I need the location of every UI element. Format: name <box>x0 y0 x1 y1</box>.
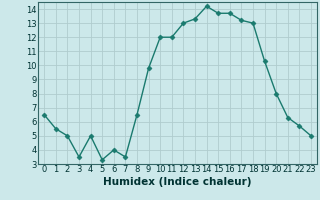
X-axis label: Humidex (Indice chaleur): Humidex (Indice chaleur) <box>103 177 252 187</box>
